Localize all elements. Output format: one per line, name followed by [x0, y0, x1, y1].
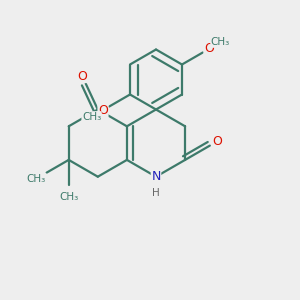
Text: CH₃: CH₃	[59, 192, 78, 203]
Text: O: O	[212, 135, 222, 148]
Text: O: O	[204, 42, 214, 56]
Text: H: H	[152, 188, 160, 198]
Text: CH₃: CH₃	[27, 174, 46, 184]
Text: CH₃: CH₃	[211, 37, 230, 47]
Text: O: O	[77, 70, 87, 83]
Text: CH₃: CH₃	[82, 112, 101, 122]
Text: O: O	[98, 103, 108, 117]
Text: N: N	[151, 170, 161, 183]
